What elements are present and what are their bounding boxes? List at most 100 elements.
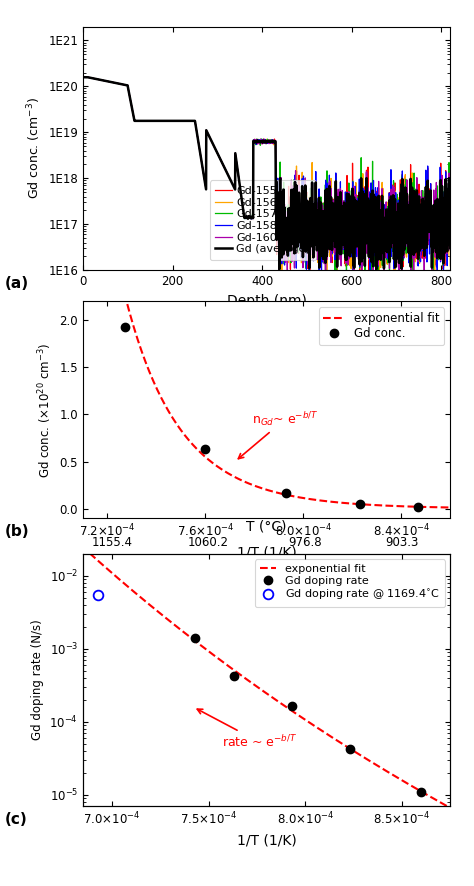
Line: Gd doping rate: Gd doping rate [191,634,426,797]
X-axis label: 1/T (1/K): 1/T (1/K) [237,545,297,559]
Gd doping rate [231,671,237,681]
Gd doping rate [192,633,198,643]
Gd-157 [307,265,312,276]
Gd-155 [80,72,86,82]
Gd-155 [370,208,375,219]
Gd conc. [202,444,208,455]
exponential fit [396,773,402,784]
Gd-155 [249,212,255,222]
Gd-155 [99,74,105,85]
Gd (average) [99,74,105,85]
exponential fit [300,712,305,723]
Gd-158 [259,135,264,145]
Line: Gd-158: Gd-158 [83,77,450,270]
Gd-156 [447,260,453,271]
Line: Gd-157: Gd-157 [83,77,450,270]
Gd (average) [369,230,375,241]
Gd doping rate [347,744,353,755]
Line: Gd-156: Gd-156 [83,77,450,270]
Gd-160 [437,200,443,211]
exponential fit [398,501,404,511]
Gd-156 [276,265,282,276]
Gd (average) [374,264,379,275]
Gd-158 [437,219,443,229]
Line: exponential fit: exponential fit [71,0,463,508]
exponential fit [457,808,463,819]
Gd (average) [249,212,255,222]
Gd-155 [437,211,443,222]
Text: (c): (c) [5,812,27,827]
exponential fit [71,533,76,544]
Gd-157 [447,238,453,249]
Gd-157 [80,72,86,82]
Y-axis label: Gd conc. ($\times$10$^{20}$ cm$^{-3}$): Gd conc. ($\times$10$^{20}$ cm$^{-3}$) [36,342,54,478]
Legend: exponential fit, Gd doping rate, Gd doping rate @ 1169.4$^{\circ}$C: exponential fit, Gd doping rate, Gd dopi… [255,559,445,607]
Legend: exponential fit, Gd conc.: exponential fit, Gd conc. [319,307,445,345]
Gd (average) [447,243,453,253]
Gd-155 [276,265,282,276]
Gd doping rate [289,701,295,711]
Gd (average) [437,203,443,214]
Text: n$_{Gd}$~ e$^{-b/T}$: n$_{Gd}$~ e$^{-b/T}$ [238,410,319,459]
Gd-160 [259,137,264,148]
Gd-157 [259,136,264,146]
Gd-158 [370,196,375,206]
exponential fit [460,502,465,513]
Gd-158 [276,265,282,276]
Gd-160 [370,206,375,217]
Gd-156 [99,74,105,85]
Gd doping rate [419,787,424,797]
Gd-157 [437,229,443,240]
Gd-160 [276,265,282,276]
Gd-158 [437,205,443,215]
Gd-156 [437,225,443,236]
Gd conc. [283,487,289,498]
exponential fit [72,534,77,545]
exponential fit [308,494,313,504]
Line: exponential fit: exponential fit [73,539,460,813]
Y-axis label: Gd doping rate (N/s): Gd doping rate (N/s) [31,619,44,741]
Gd (average) [80,72,86,82]
Gd-158 [80,72,86,82]
Gd (average) [437,223,443,234]
Gd-160 [99,74,105,85]
Gd-155 [259,136,264,147]
Legend: Gd-155, Gd-156, Gd-157, Gd-158, Gd-160, Gd (average): Gd-155, Gd-156, Gd-157, Gd-158, Gd-160, … [210,181,316,260]
Gd-158 [99,74,105,85]
Gd-155 [447,245,453,256]
Gd-157 [370,196,375,206]
Gd-158 [447,245,453,255]
Gd-156 [259,136,264,146]
Gd-157 [437,186,443,197]
Gd-155 [437,238,443,249]
Gd-160 [249,212,255,222]
Line: Gd (average): Gd (average) [83,77,450,269]
Gd-156 [249,213,255,223]
X-axis label: T (°C): T (°C) [246,519,287,533]
exponential fit [301,713,306,724]
Line: Gd-160: Gd-160 [83,77,450,270]
Gd conc. [122,322,128,332]
Line: Gd conc.: Gd conc. [120,323,423,511]
X-axis label: 1/T (1/K): 1/T (1/K) [237,833,297,847]
Text: (a): (a) [5,276,29,291]
exponential fit [421,788,427,798]
Gd-160 [80,72,86,82]
Gd conc. [357,498,363,509]
Gd-156 [80,72,86,82]
Gd-160 [447,225,453,236]
Gd-158 [249,212,255,222]
X-axis label: Depth (nm): Depth (nm) [227,293,307,307]
Y-axis label: Gd conc. (cm$^{-3}$): Gd conc. (cm$^{-3}$) [25,97,43,199]
exponential fit [300,493,306,503]
exponential fit [301,493,307,503]
Gd-157 [249,209,255,220]
Line: Gd-155: Gd-155 [83,77,450,270]
Gd-160 [437,206,443,217]
Text: (b): (b) [5,524,29,539]
exponential fit [307,718,313,728]
Gd-156 [370,206,375,217]
Gd-157 [99,74,105,85]
Gd conc. [416,501,421,512]
exponential fit [423,501,428,512]
